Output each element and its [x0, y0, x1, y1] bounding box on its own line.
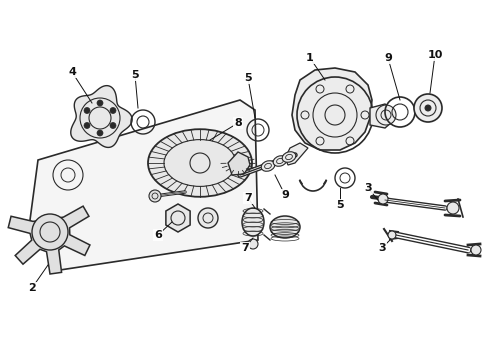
Text: 2: 2 — [28, 283, 36, 293]
Circle shape — [84, 108, 90, 113]
Ellipse shape — [282, 152, 296, 162]
Circle shape — [97, 130, 103, 136]
Ellipse shape — [261, 161, 275, 171]
Circle shape — [149, 190, 161, 202]
Ellipse shape — [270, 216, 300, 238]
Text: 5: 5 — [336, 200, 344, 210]
Polygon shape — [8, 206, 90, 274]
Circle shape — [471, 245, 481, 255]
Text: 7: 7 — [241, 243, 249, 253]
Circle shape — [198, 208, 218, 228]
Circle shape — [110, 122, 116, 129]
Polygon shape — [166, 204, 190, 232]
Circle shape — [84, 122, 90, 129]
Circle shape — [97, 100, 103, 106]
Circle shape — [248, 239, 258, 249]
Circle shape — [388, 231, 396, 239]
Circle shape — [53, 160, 83, 190]
Text: 7: 7 — [244, 193, 252, 203]
Circle shape — [447, 202, 459, 214]
Ellipse shape — [148, 129, 252, 197]
Polygon shape — [370, 104, 392, 128]
Circle shape — [425, 105, 431, 111]
Ellipse shape — [242, 208, 264, 236]
Ellipse shape — [273, 156, 287, 166]
Text: 3: 3 — [364, 183, 372, 193]
Text: 4: 4 — [68, 67, 76, 77]
Circle shape — [110, 108, 116, 113]
Polygon shape — [30, 100, 258, 270]
Polygon shape — [285, 143, 308, 165]
Text: 9: 9 — [384, 53, 392, 63]
Text: 10: 10 — [427, 50, 442, 60]
Circle shape — [378, 194, 388, 204]
Circle shape — [32, 214, 68, 250]
Text: 8: 8 — [234, 118, 242, 128]
Text: 5: 5 — [244, 73, 252, 83]
Text: 9: 9 — [281, 190, 289, 200]
Text: 5: 5 — [131, 70, 139, 80]
Polygon shape — [292, 68, 372, 150]
Circle shape — [414, 94, 442, 122]
Text: 1: 1 — [306, 53, 314, 63]
Polygon shape — [228, 152, 250, 175]
Text: 6: 6 — [154, 230, 162, 240]
Polygon shape — [71, 86, 132, 147]
Text: 3: 3 — [378, 243, 386, 253]
Circle shape — [376, 105, 396, 125]
